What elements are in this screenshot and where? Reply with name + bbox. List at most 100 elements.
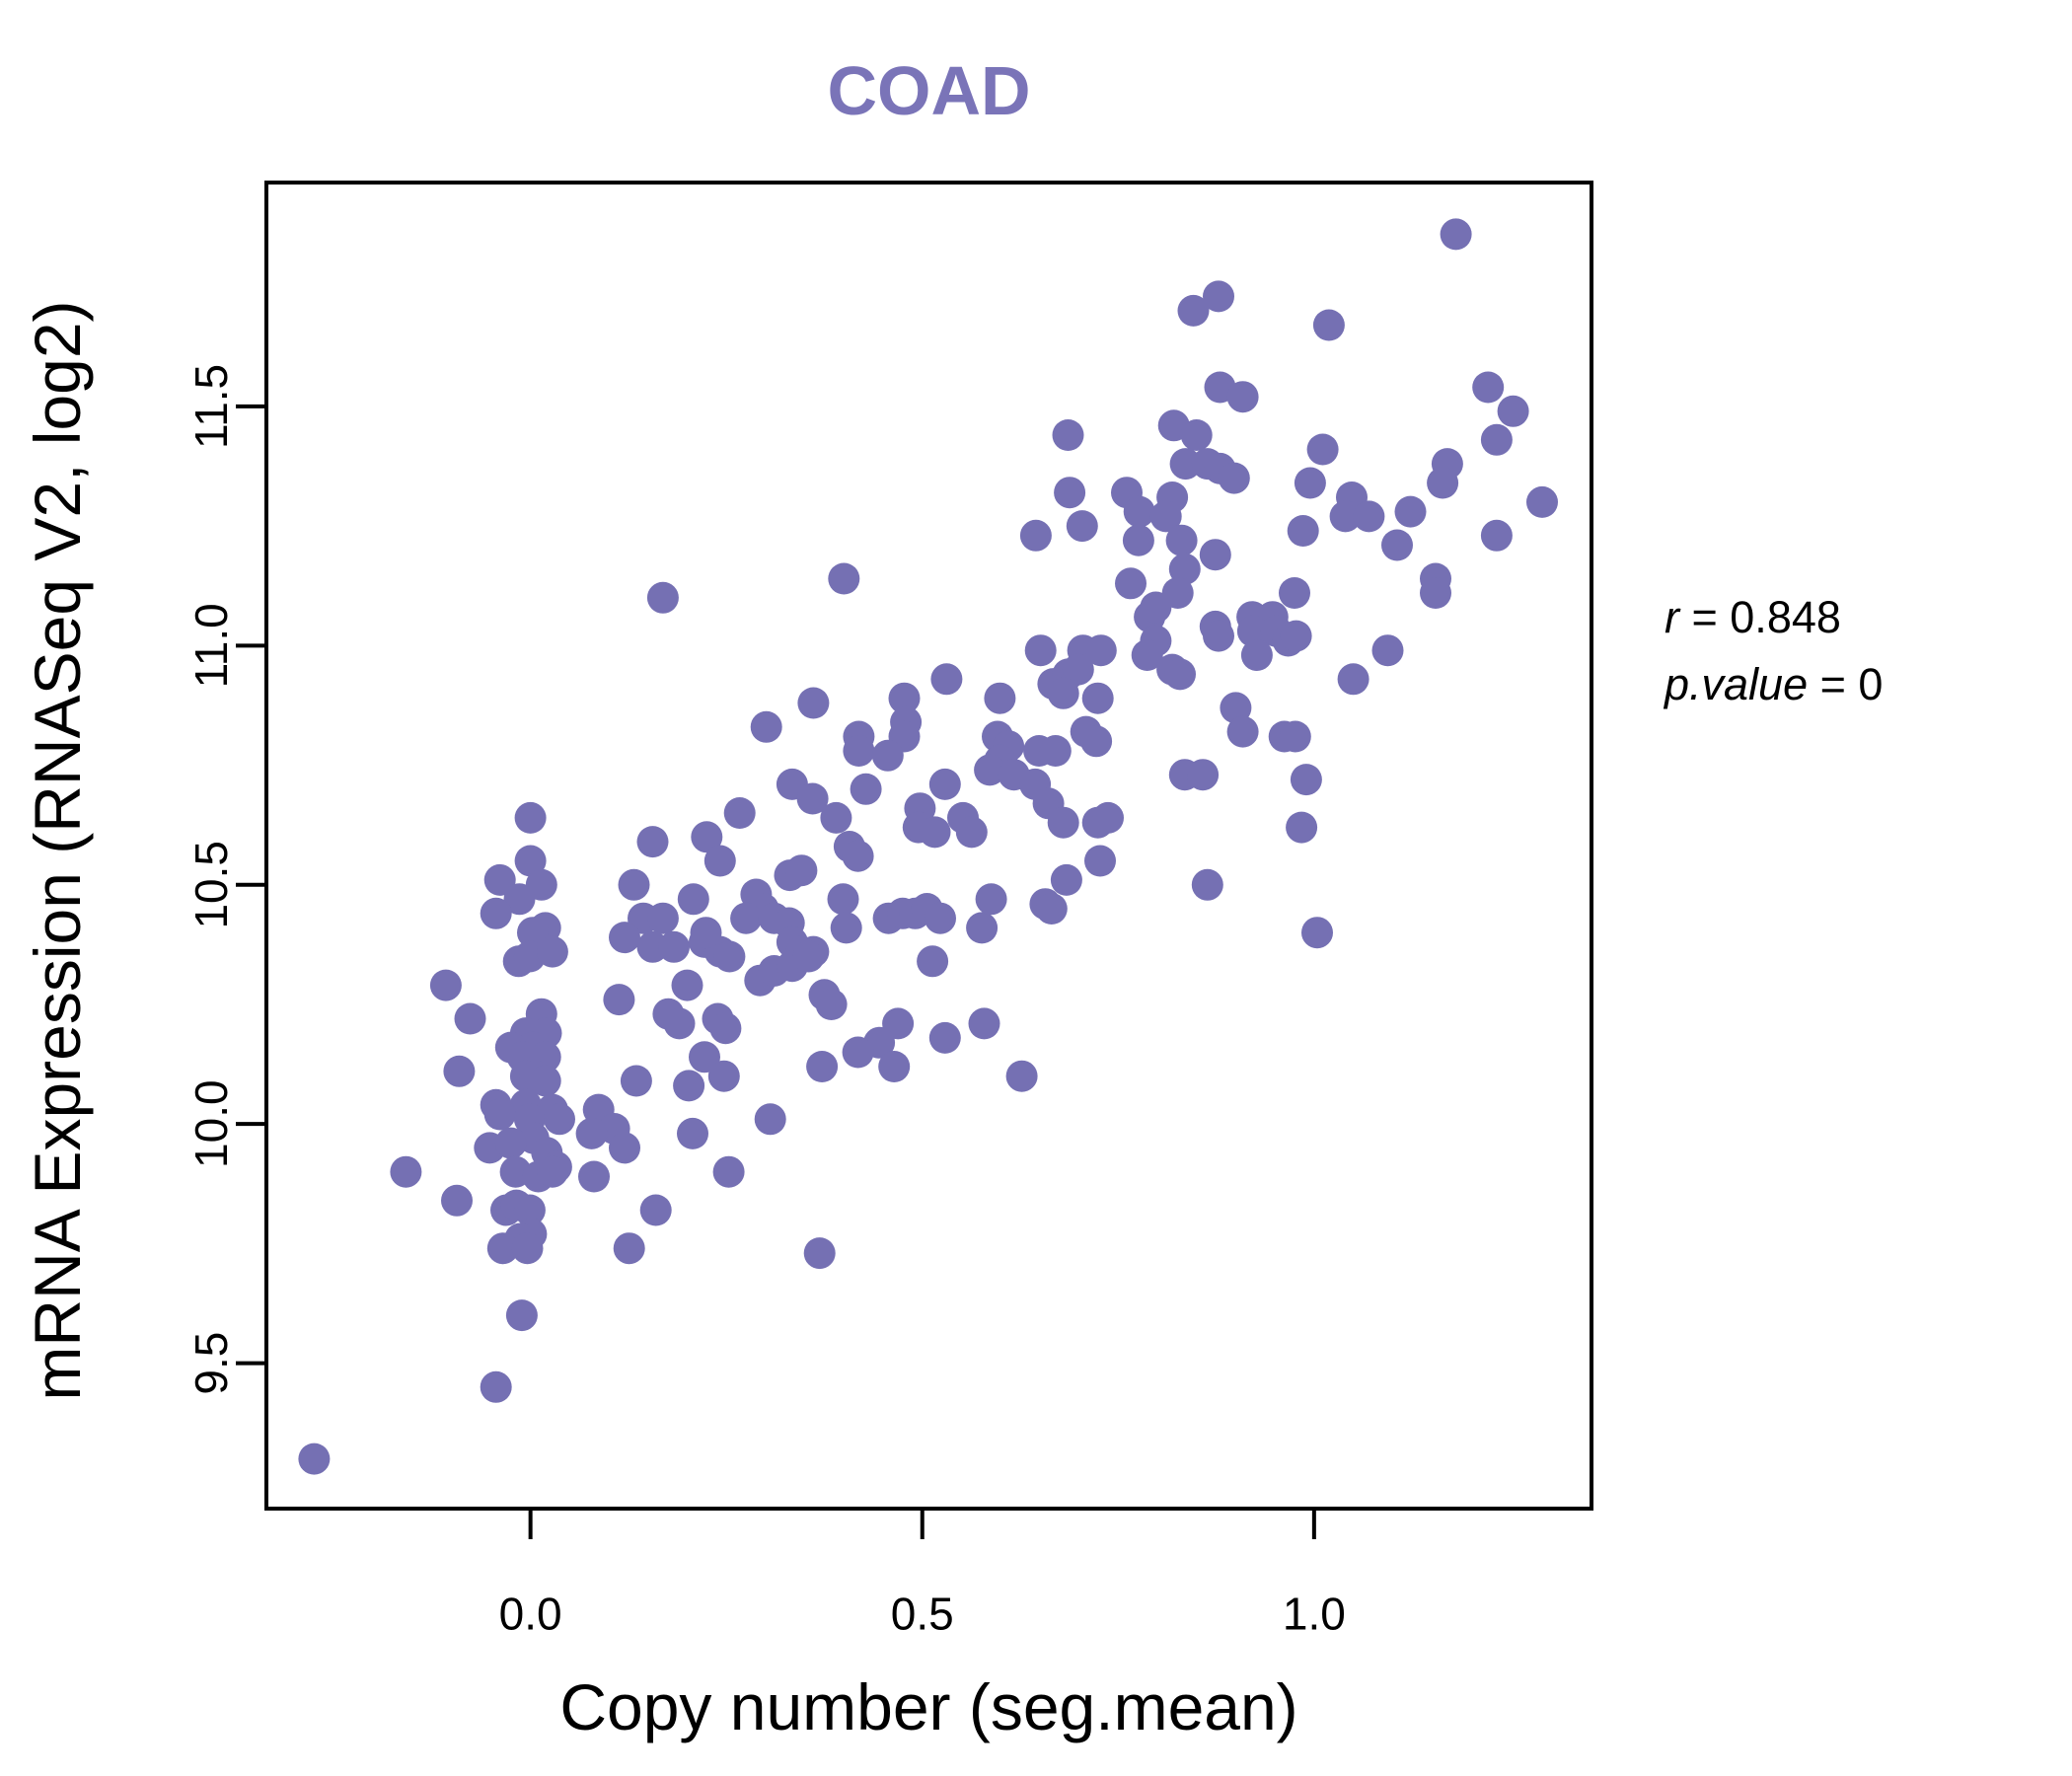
scatter-point (713, 940, 746, 973)
scatter-point (503, 883, 536, 916)
scatter-point (689, 1041, 720, 1073)
scatter-point (1164, 658, 1196, 691)
scatter-point (575, 1117, 608, 1149)
x-tick-label: 1.0 (1283, 1589, 1346, 1640)
scatter-point (1122, 524, 1154, 556)
scatter-point (796, 782, 829, 815)
scatter-point (1394, 495, 1427, 528)
scatter-point (1066, 510, 1098, 543)
scatter-point (1497, 395, 1529, 427)
scatter-point (1177, 294, 1210, 327)
scatter-point (966, 912, 999, 944)
scatter-point (1203, 280, 1234, 313)
scatter-point (536, 935, 568, 968)
scatter-point (1371, 634, 1404, 667)
scatter-point (443, 1055, 476, 1087)
scatter-point (1472, 371, 1505, 404)
scatter-point (1279, 577, 1310, 609)
scatter-point (677, 883, 709, 916)
scatter-point (850, 773, 882, 805)
scatter-point (646, 902, 679, 934)
scatter-point (1050, 863, 1082, 896)
scatter-point (1052, 419, 1084, 451)
scatter-point (1427, 467, 1459, 499)
scatter-point (1381, 529, 1413, 561)
scatter-point (298, 1443, 331, 1475)
x-tick-label: 0.0 (499, 1589, 562, 1640)
scatter-point (1279, 720, 1311, 753)
scatter-point (723, 797, 756, 829)
scatter-point (544, 1103, 575, 1136)
scatter-point (1115, 567, 1147, 600)
scatter-point (1203, 620, 1234, 652)
scatter-point (750, 710, 782, 743)
scatter-point (441, 1184, 473, 1217)
y-axis-title: mRNA Expression (RNASeq V2, log2) (21, 300, 94, 1401)
scatter-point (984, 682, 1016, 714)
scatter-point (1337, 663, 1369, 696)
scatter-point (797, 687, 830, 719)
scatter-point (1047, 677, 1079, 709)
scatter-point (975, 883, 1007, 916)
scatter-point (514, 801, 547, 834)
scatter-point (691, 821, 723, 853)
annotation-r-value: = 0.848 (1679, 592, 1841, 642)
scatter-point (673, 1070, 705, 1102)
chart-title: COAD (827, 52, 1031, 129)
scatter-point (878, 1051, 911, 1082)
annotation-pvalue-var: p.value (1665, 659, 1809, 709)
scatter-point (1280, 620, 1312, 652)
scatter-point (888, 682, 921, 714)
scatter-point (1191, 868, 1223, 901)
scatter-point (1084, 845, 1116, 877)
annotation-r-var: r (1665, 592, 1679, 642)
scatter-point (620, 1065, 652, 1097)
scatter-point (871, 739, 904, 772)
scatter-point (1480, 519, 1513, 552)
scatter-point (785, 854, 818, 887)
scatter-point (578, 1160, 610, 1193)
scatter-point (1301, 917, 1333, 949)
scatter-point (928, 768, 961, 800)
x-tick-label: 0.5 (891, 1589, 954, 1640)
scatter-point (1084, 634, 1117, 667)
scatter-point (1019, 519, 1052, 552)
scatter-point (1287, 515, 1319, 547)
scatter-point (505, 1299, 538, 1332)
scatter-point (792, 940, 825, 973)
y-tick-label: 11.5 (185, 364, 237, 449)
scatter-point (663, 1007, 696, 1040)
scatter-point (1165, 524, 1198, 556)
scatter-point (843, 735, 875, 767)
scatter-point (1039, 735, 1072, 767)
scatter-point (1140, 591, 1172, 624)
annotation-pvalue-value: = 0 (1808, 659, 1884, 709)
scatter-point (955, 816, 988, 849)
scatter-point (709, 1012, 742, 1045)
scatter-point (1312, 309, 1345, 341)
x-axis-title: Copy number (seg.mean) (559, 1670, 1298, 1743)
scatter-point (671, 969, 703, 1001)
scatter-point (658, 930, 690, 963)
scatter-point (609, 1132, 640, 1164)
scatter-point (1353, 500, 1385, 533)
y-tick-label: 10.0 (185, 1079, 237, 1168)
scatter-point (919, 816, 951, 849)
scatter-point (974, 754, 1006, 786)
scatter-point (828, 562, 860, 595)
scatter-point (486, 1232, 519, 1265)
scatter-point (1149, 500, 1182, 533)
plot-box (264, 181, 1593, 1511)
scatter-point (1199, 539, 1231, 571)
y-tick-label: 9.5 (185, 1332, 237, 1395)
scatter-point (1092, 801, 1124, 834)
y-tick-label: 11.0 (185, 603, 237, 688)
scatter-point (827, 883, 859, 916)
scatter-point (690, 917, 722, 949)
scatter-point (1054, 477, 1086, 509)
scatter-point (1290, 764, 1322, 796)
scatter-point (806, 1051, 839, 1082)
scatter-point (1526, 485, 1558, 518)
scatter-point (511, 1232, 544, 1265)
